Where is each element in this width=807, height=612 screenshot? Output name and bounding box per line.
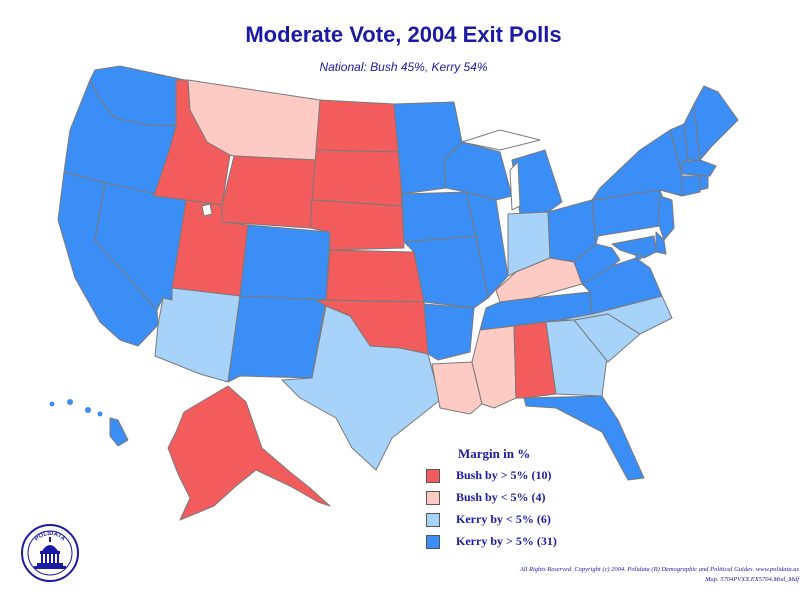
- state-nd[interactable]: [315, 99, 401, 153]
- state-co[interactable]: [239, 224, 331, 301]
- legend-item-bush-lean: Bush by < 5% (4): [426, 490, 626, 512]
- legend-item-bush-strong: Bush by > 5% (10): [426, 468, 626, 490]
- state-fl[interactable]: [523, 395, 645, 481]
- legend-item-kerry-strong: Kerry by > 5% (31): [426, 534, 626, 556]
- state-ri[interactable]: [699, 175, 709, 191]
- legend-label: Bush by > 5% (10): [456, 468, 552, 482]
- state-de[interactable]: [655, 231, 667, 255]
- legend-label: Kerry by < 5% (6): [456, 512, 551, 526]
- lake-michigan: [509, 160, 521, 211]
- legend-label: Kerry by > 5% (31): [456, 534, 557, 548]
- legend-label: Bush by < 5% (4): [456, 490, 546, 504]
- hawaii-small-islands: [49, 399, 103, 417]
- state-il[interactable]: [465, 191, 509, 299]
- map-title: Moderate Vote, 2004 Exit Polls: [245, 22, 562, 47]
- legend-swatch: [426, 535, 440, 549]
- svg-text:POLIDATA: POLIDATA: [34, 531, 67, 543]
- state-ak[interactable]: [167, 385, 331, 521]
- great-lakes: [201, 129, 541, 217]
- copyright: All Rights Reserved. Copyright (c) 2004.…: [520, 565, 799, 585]
- great-salt-lake: [201, 203, 213, 217]
- state-ks[interactable]: [325, 249, 425, 303]
- state-nj[interactable]: [657, 195, 675, 241]
- state-la[interactable]: [431, 361, 483, 415]
- states-layer: [57, 65, 739, 521]
- state-me[interactable]: [693, 85, 739, 161]
- state-ma[interactable]: [681, 159, 717, 177]
- copyright-line-1: All Rights Reserved. Copyright (c) 2004.…: [519, 566, 799, 573]
- state-al[interactable]: [513, 321, 557, 399]
- state-dc[interactable]: [635, 253, 642, 260]
- state-hi[interactable]: [109, 417, 129, 447]
- map-subtitle: National: Bush 45%, Kerry 54%: [319, 60, 488, 74]
- hawaii-island: [49, 401, 55, 407]
- logo-text: POLIDATA: [34, 531, 67, 543]
- legend-title: Margin in %: [458, 446, 531, 461]
- state-sd[interactable]: [311, 149, 403, 207]
- state-ia[interactable]: [401, 191, 477, 243]
- state-tx[interactable]: [281, 305, 441, 471]
- state-nm[interactable]: [227, 295, 327, 383]
- legend-swatch: [426, 491, 440, 505]
- state-az[interactable]: [154, 287, 241, 383]
- legend-item-kerry-lean: Kerry by < 5% (6): [426, 512, 626, 534]
- state-md[interactable]: [611, 235, 657, 259]
- polidata-logo: POLIDATA: [21, 524, 79, 582]
- hawaii-island: [97, 411, 103, 417]
- copyright-line-2: Map. 5704PVXX.EX5704.Mod_Mdf: [705, 576, 799, 583]
- state-ar[interactable]: [423, 303, 475, 361]
- legend-swatch: [426, 469, 440, 483]
- legend-swatch: [426, 513, 440, 527]
- legend: Margin in % Bush by > 5% (10) Bush by < …: [426, 446, 626, 556]
- hawaii-island: [67, 399, 73, 405]
- state-ny[interactable]: [591, 129, 683, 201]
- hawaii-island: [85, 407, 91, 413]
- capitol-icon: [34, 537, 66, 569]
- state-wi[interactable]: [443, 141, 513, 201]
- state-ct[interactable]: [681, 175, 701, 197]
- state-wy[interactable]: [221, 155, 317, 229]
- lake-superior: [460, 129, 541, 151]
